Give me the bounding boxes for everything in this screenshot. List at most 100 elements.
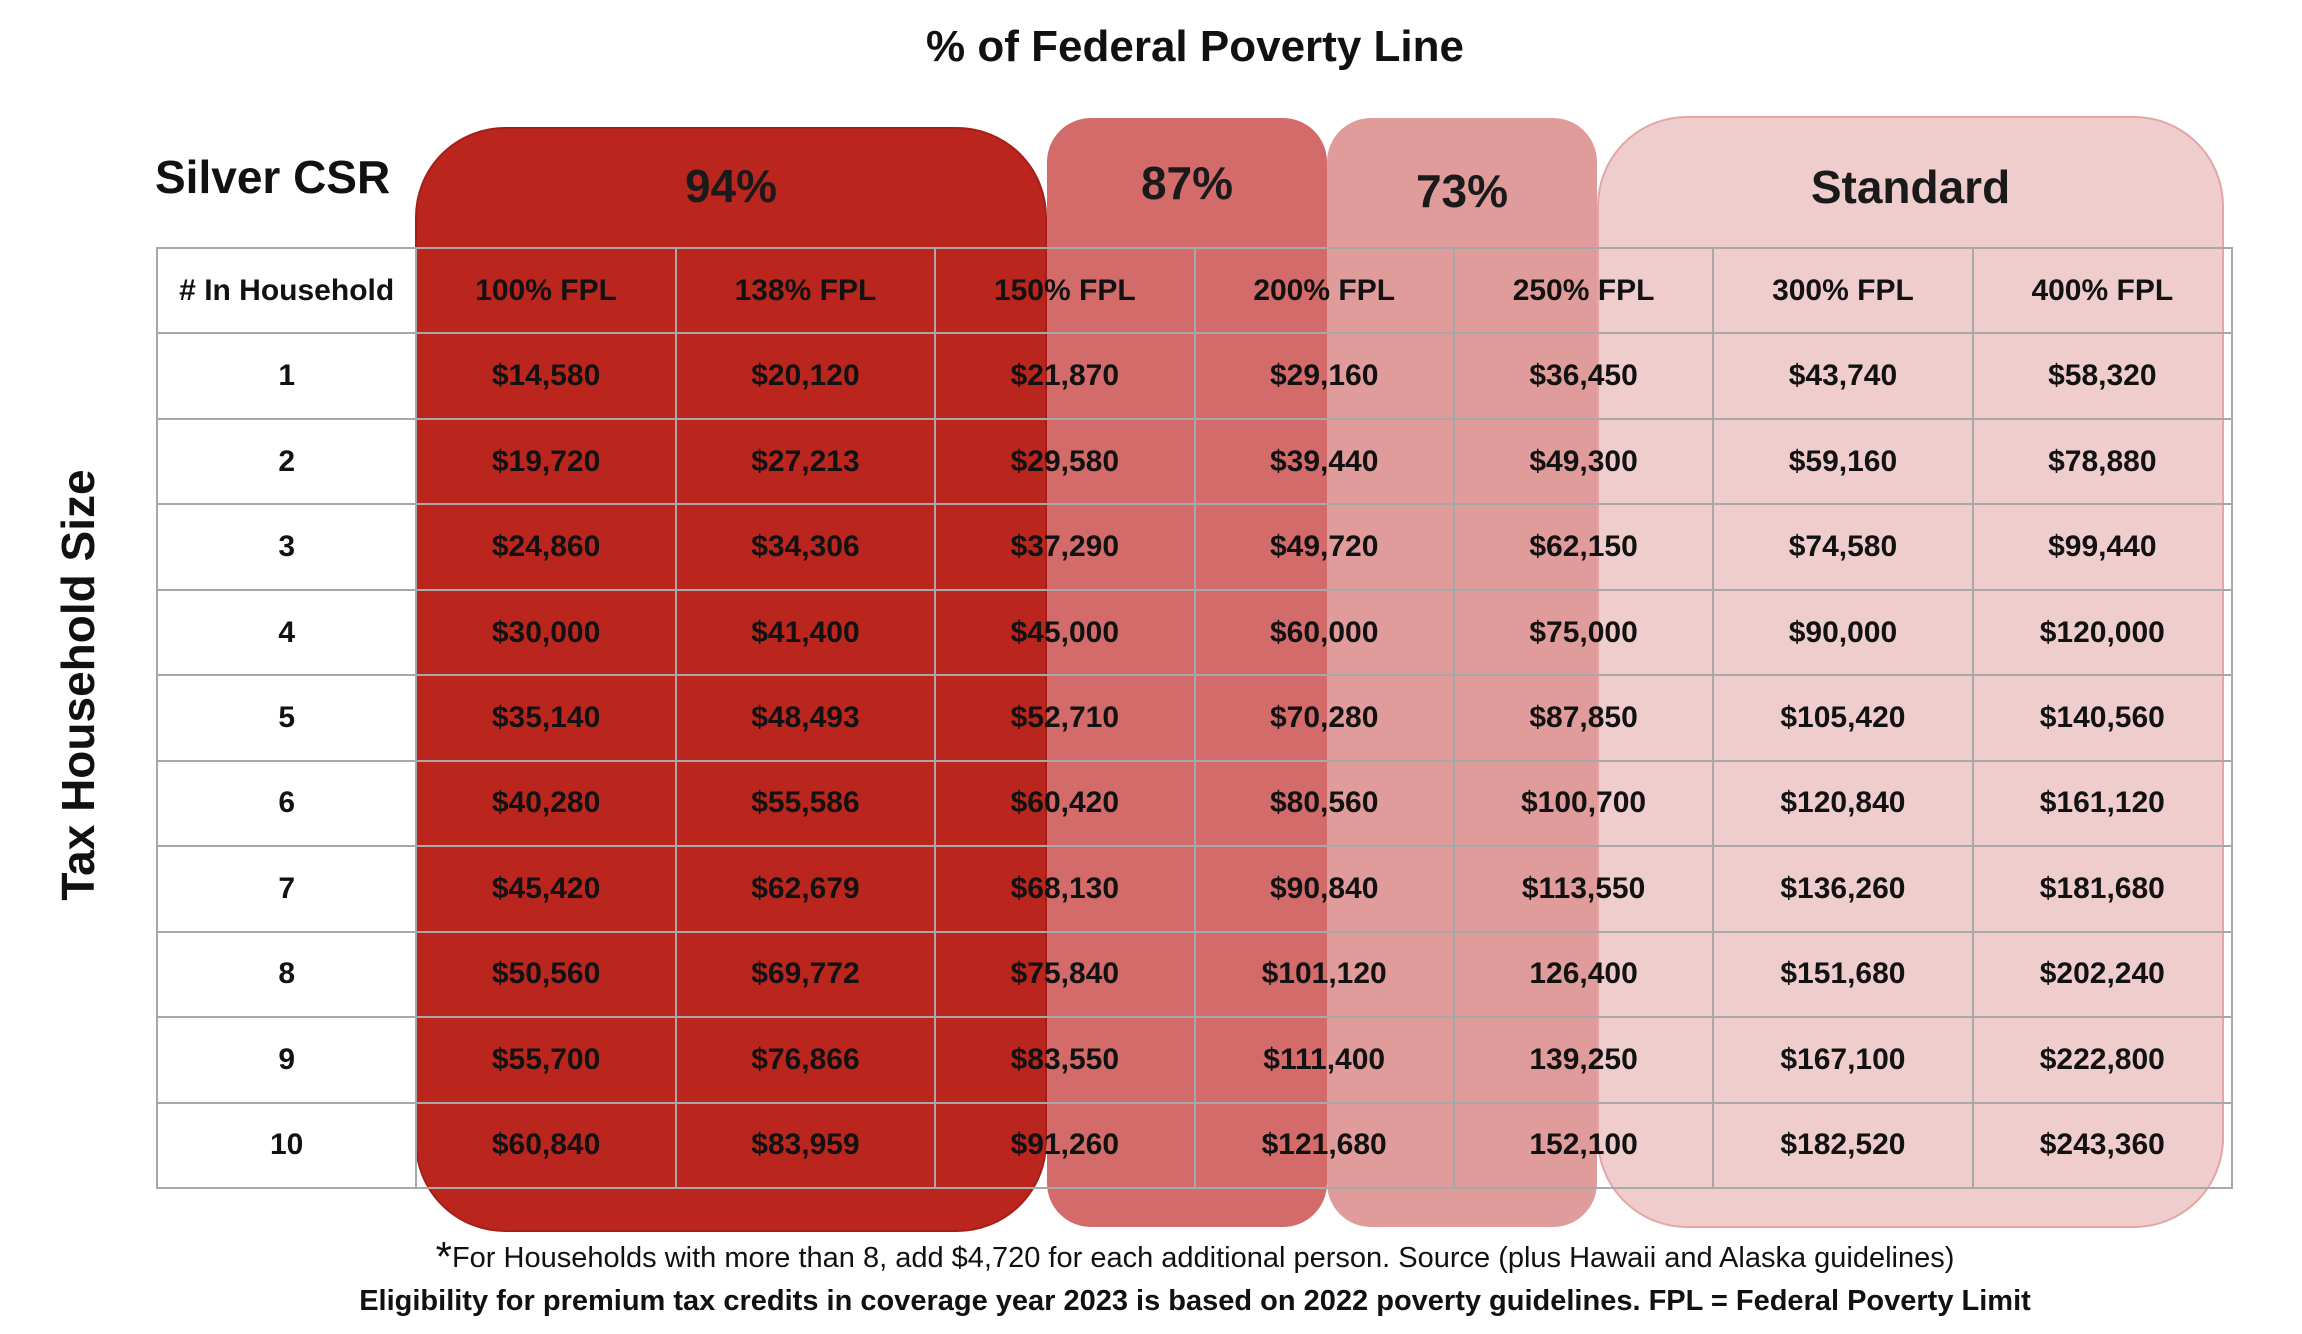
table-cell: $90,000 [1712, 588, 1974, 677]
table-cell: $202,240 [1971, 930, 2234, 1019]
footnote-text: For Households with more than 8, add $4,… [451, 1242, 1955, 1274]
column-header: 400% FPL [1971, 246, 2234, 335]
table-cell: $49,720 [1193, 503, 1455, 591]
table-cell: $78,880 [1971, 417, 2234, 506]
column-header: 138% FPL [674, 246, 937, 335]
table-cell: $181,680 [1971, 845, 2234, 933]
table-cell: 139,250 [1452, 1016, 1715, 1104]
table-cell: $140,560 [1971, 674, 2234, 762]
table-cell: $80,560 [1193, 759, 1455, 848]
table-row: 6 $40,280 $55,586 $60,420 $80,560 $100,7… [155, 759, 2234, 848]
table-cell: $243,360 [1971, 1101, 2234, 1190]
footnote-asterisk: * [435, 1233, 452, 1280]
household-size-cell: 4 [155, 588, 418, 677]
table-cell: 126,400 [1452, 930, 1715, 1019]
table-row: 4 $30,000 $41,400 $45,000 $60,000 $75,00… [155, 588, 2234, 677]
table-cell: $120,000 [1971, 588, 2234, 677]
table-cell: $60,420 [934, 759, 1196, 848]
household-size-cell: 10 [155, 1101, 418, 1190]
table-cell: $49,300 [1452, 417, 1715, 506]
table-cell: $55,586 [674, 759, 937, 848]
table-cell: $120,840 [1712, 759, 1974, 848]
household-size-cell: 7 [155, 845, 418, 933]
column-header: 300% FPL [1712, 246, 1974, 335]
table-cell: $90,840 [1193, 845, 1455, 933]
table-cell: $30,000 [415, 588, 677, 677]
page-title: % of Federal Poverty Line [926, 22, 1464, 71]
table-row: 3 $24,860 $34,306 $37,290 $49,720 $62,15… [155, 503, 2234, 591]
table-cell: $100,700 [1452, 759, 1715, 848]
table-cell: $45,420 [415, 845, 677, 933]
table-cell: $14,580 [415, 332, 677, 420]
household-size-cell: 1 [155, 332, 418, 420]
table-cell: $60,000 [1193, 588, 1455, 677]
table-cell: $182,520 [1712, 1101, 1974, 1190]
table-row: 8 $50,560 $69,772 $75,840 $101,120 126,4… [155, 930, 2234, 1019]
table-cell: $62,679 [674, 845, 937, 933]
table-cell: $74,580 [1712, 503, 1974, 591]
column-header: 250% FPL [1452, 246, 1715, 335]
household-size-cell: 3 [155, 503, 418, 591]
table-cell: $48,493 [674, 674, 937, 762]
household-size-cell: 9 [155, 1016, 418, 1104]
table-cell: $58,320 [1971, 332, 2234, 420]
table-cell: $40,280 [415, 759, 677, 848]
table-cell: $121,680 [1193, 1101, 1455, 1190]
table-cell: $37,290 [934, 503, 1196, 591]
table-row: 9 $55,700 $76,866 $83,550 $111,400 139,2… [155, 1016, 2234, 1104]
table-cell: $75,840 [934, 930, 1196, 1019]
table-cell: $52,710 [934, 674, 1196, 762]
table-cell: $55,700 [415, 1016, 677, 1104]
table-cell: $87,850 [1452, 674, 1715, 762]
table-cell: $69,772 [674, 930, 937, 1019]
table-cell: $91,260 [934, 1101, 1196, 1190]
band-87-label: 87% [1140, 157, 1234, 209]
table-cell: $43,740 [1712, 332, 1974, 420]
band-standard-label: Standard [1810, 161, 2011, 213]
table-cell: $27,213 [674, 417, 937, 506]
table-cell: $20,120 [674, 332, 937, 420]
band-73-label: 73% [1415, 165, 1509, 217]
table-cell: $222,800 [1971, 1016, 2234, 1104]
footnote: *For Households with more than 8, add $4… [0, 1233, 2302, 1281]
table-cell: $36,450 [1452, 332, 1715, 420]
table-cell: $45,000 [934, 588, 1196, 677]
table-header-row: # In Household 100% FPL 138% FPL 150% FP… [155, 246, 2234, 335]
table-cell: $24,860 [415, 503, 677, 591]
column-header: 150% FPL [934, 246, 1196, 335]
table-cell: $167,100 [1712, 1016, 1974, 1104]
silver-csr-label: Silver CSR [155, 151, 391, 203]
table-cell: $161,120 [1971, 759, 2234, 848]
table-cell: $29,160 [1193, 332, 1455, 420]
table-cell: $35,140 [415, 674, 677, 762]
table-cell: $101,120 [1193, 930, 1455, 1019]
table-cell: $60,840 [415, 1101, 677, 1190]
table-cell: $113,550 [1452, 845, 1715, 933]
table-cell: $41,400 [674, 588, 937, 677]
table-cell: $136,260 [1712, 845, 1974, 933]
column-header: 100% FPL [415, 246, 677, 335]
household-size-cell: 6 [155, 759, 418, 848]
table-cell: $76,866 [674, 1016, 937, 1104]
table-cell: 152,100 [1452, 1101, 1715, 1190]
column-header: # In Household [155, 246, 418, 335]
column-header: 200% FPL [1193, 246, 1455, 335]
household-size-cell: 8 [155, 930, 418, 1019]
household-size-cell: 2 [155, 417, 418, 506]
footnote-bold: Eligibility for premium tax credits in c… [359, 1285, 2031, 1317]
table-cell: $151,680 [1712, 930, 1974, 1019]
table-cell: $70,280 [1193, 674, 1455, 762]
table-cell: $83,550 [934, 1016, 1196, 1104]
table-cell: $29,580 [934, 417, 1196, 506]
table-cell: $68,130 [934, 845, 1196, 933]
household-size-cell: 5 [155, 674, 418, 762]
table-cell: $105,420 [1712, 674, 1974, 762]
y-axis-label: Tax Household Size [52, 469, 104, 901]
table-cell: $59,160 [1712, 417, 1974, 506]
table-row: 1 $14,580 $20,120 $21,870 $29,160 $36,45… [155, 332, 2234, 420]
table-cell: $19,720 [415, 417, 677, 506]
table-cell: $39,440 [1193, 417, 1455, 506]
table-cell: $50,560 [415, 930, 677, 1019]
table-row: 2 $19,720 $27,213 $29,580 $39,440 $49,30… [155, 417, 2234, 506]
table-cell: $75,000 [1452, 588, 1715, 677]
